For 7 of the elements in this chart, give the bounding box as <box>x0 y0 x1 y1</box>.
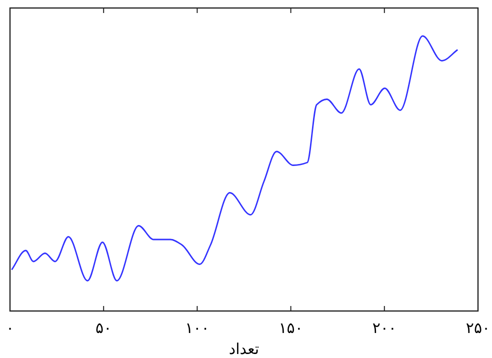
x-tick-label: ۲۵۰ <box>466 319 490 337</box>
x-tick-label: ۵۰ <box>96 319 112 337</box>
x-axis-title: تعداد <box>228 340 260 358</box>
x-tick-label: ۲۰۰ <box>372 319 396 337</box>
x-tick-label: ۰ <box>6 319 14 337</box>
x-tick-label: ۱۰۰ <box>185 319 210 337</box>
x-tick-label: ۱۵۰ <box>278 319 303 337</box>
